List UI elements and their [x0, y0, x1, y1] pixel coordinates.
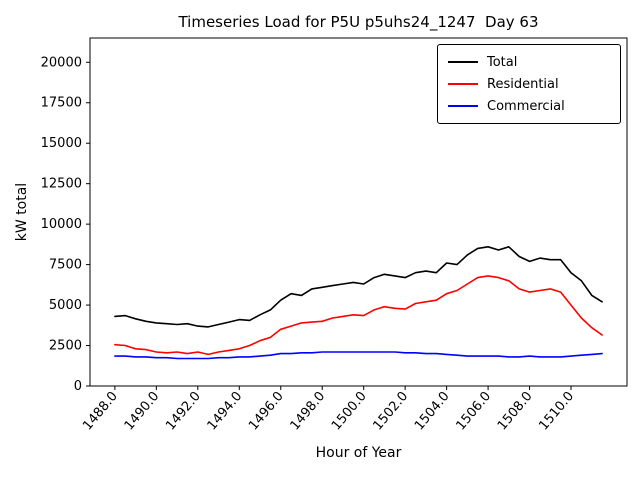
legend-line-sample-total: [448, 61, 478, 63]
y-tick-label: 17500: [41, 96, 82, 111]
x-tick-label: 1494.0: [205, 389, 246, 433]
series-line-total: [114, 246, 603, 328]
y-axis-label: kW total: [14, 182, 30, 242]
y-tick-label: 0: [74, 379, 82, 394]
legend-line-sample-commercial: [448, 105, 478, 107]
x-tick-label: 1502.0: [370, 389, 411, 433]
legend-entry-residential: Residential: [448, 73, 610, 95]
legend-label-total: Total: [487, 54, 518, 70]
y-tick-label: 20000: [41, 55, 82, 70]
series-line-residential: [114, 275, 603, 356]
legend-entry-commercial: Commercial: [448, 95, 610, 117]
y-tick-label: 2500: [49, 339, 82, 354]
x-tick-label: 1500.0: [329, 389, 370, 433]
x-axis-label: Hour of Year: [315, 445, 402, 461]
x-tick-label: 1498.0: [288, 389, 329, 433]
legend: Total Residential Commercial: [437, 44, 621, 124]
y-tick-label: 5000: [49, 298, 82, 313]
plot-border: [89, 37, 628, 387]
legend-label-residential: Residential: [487, 76, 559, 92]
y-tick-label: 10000: [41, 217, 82, 232]
legend-label-commercial: Commercial: [487, 98, 565, 114]
x-tick-label: 1490.0: [122, 389, 163, 433]
x-tick-label: 1506.0: [453, 389, 494, 433]
x-tick-label: 1510.0: [536, 389, 577, 433]
x-tick-label: 1504.0: [412, 389, 453, 433]
x-tick-label: 1492.0: [163, 389, 204, 433]
x-tick-label: 1496.0: [246, 389, 287, 433]
x-tick-label: 1488.0: [80, 389, 121, 433]
x-tick-label: 1508.0: [495, 389, 536, 433]
chart-title: Timeseries Load for P5U p5uhs24_1247 Day…: [178, 13, 539, 31]
y-tick-label: 12500: [41, 177, 82, 192]
legend-entry-total: Total: [448, 51, 610, 73]
y-tick-label: 7500: [49, 258, 82, 273]
legend-line-sample-residential: [448, 83, 478, 85]
y-tick-label: 15000: [41, 136, 82, 151]
series-line-commercial: [114, 351, 603, 360]
